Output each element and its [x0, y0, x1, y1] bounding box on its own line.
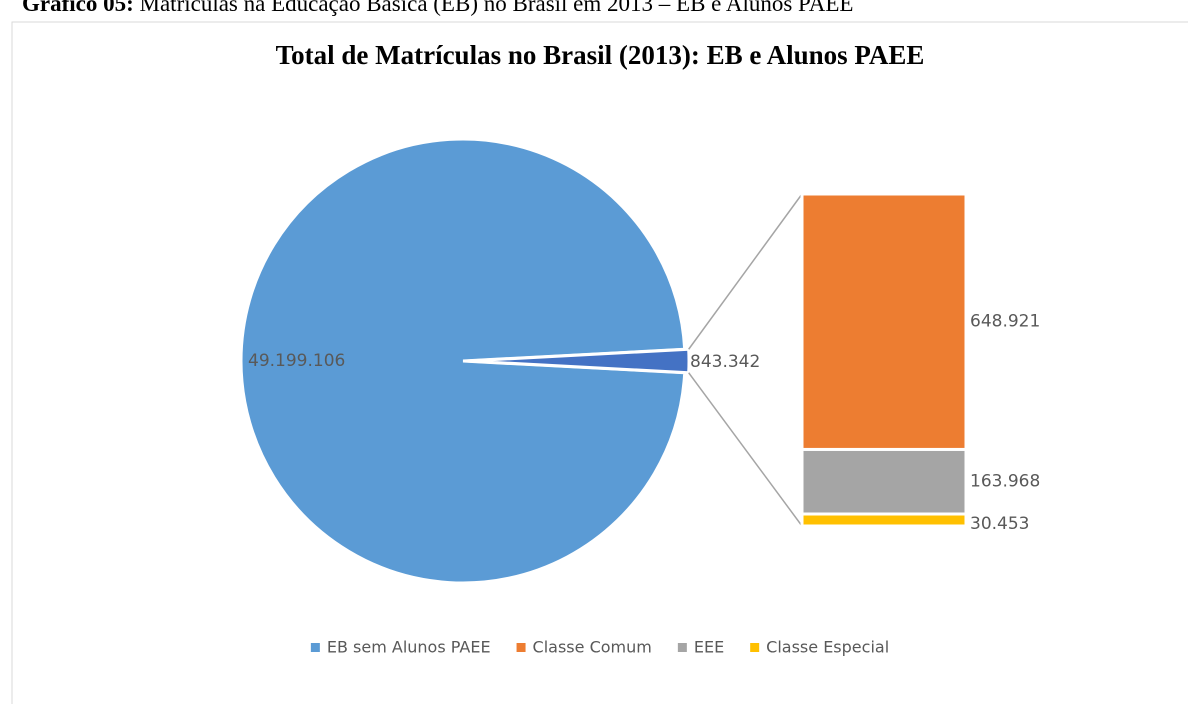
data-label: 843.342 — [690, 352, 760, 372]
data-label: 49.199.106 — [248, 351, 345, 371]
legend-label: Classe Especial — [766, 638, 889, 657]
legend-label: EEE — [694, 638, 724, 657]
caption-text: Matrículas na Educação Básica (EB) no Br… — [140, 0, 854, 16]
legend-label: EB sem Alunos PAEE — [327, 638, 491, 657]
legend-marker — [677, 643, 687, 652]
bar-segment — [800, 192, 968, 451]
caption: Gráfico 05: Matrículas na Educação Básic… — [22, 0, 853, 16]
bar-segment — [800, 447, 968, 516]
chart-title: Total de Matrículas no Brasil (2013): EB… — [276, 40, 925, 70]
legend-marker — [750, 643, 760, 652]
bar-segment — [800, 512, 968, 528]
pie-slice — [239, 137, 687, 585]
data-label: 648.921 — [970, 312, 1040, 332]
data-label: 30.453 — [970, 514, 1029, 534]
pie-slice — [466, 347, 691, 375]
legend-label: Classe Comum — [533, 638, 652, 657]
legend-marker — [310, 643, 320, 652]
data-label: 163.968 — [970, 472, 1040, 492]
legend-marker — [516, 643, 526, 652]
connector-line — [688, 193, 803, 350]
caption-label: Gráfico 05: — [22, 0, 134, 16]
connector-line — [688, 372, 803, 527]
